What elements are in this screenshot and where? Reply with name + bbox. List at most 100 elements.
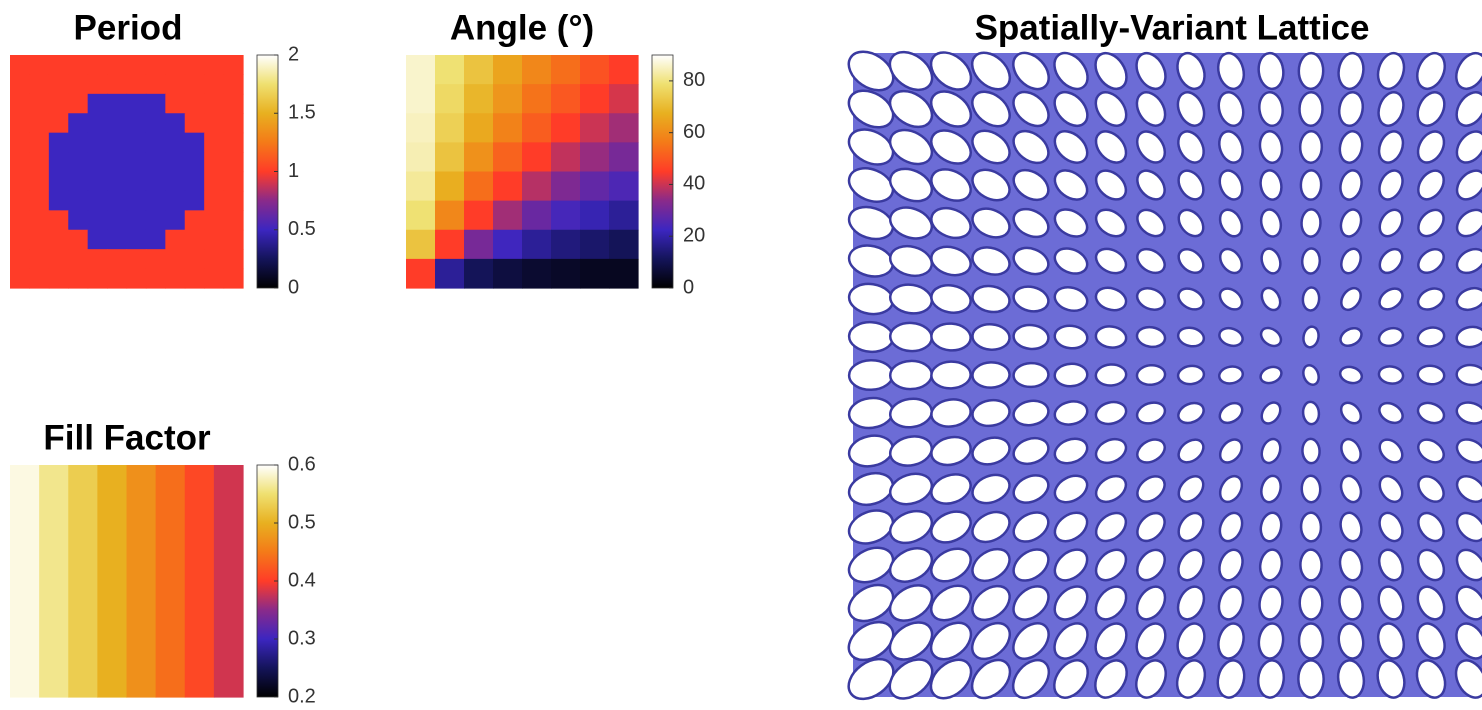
heatmap-cell — [68, 55, 88, 75]
colorbar-tick-label: 0 — [288, 276, 299, 298]
heatmap-cell — [146, 55, 166, 75]
heatmap-cell — [29, 74, 49, 94]
lattice-hole — [1302, 248, 1321, 274]
heatmap-cell — [10, 465, 40, 698]
heatmap-cell — [224, 249, 244, 269]
heatmap-cell — [68, 191, 88, 211]
heatmap-cell — [10, 210, 30, 230]
heatmap-cell — [107, 74, 127, 94]
heatmap-cell — [68, 465, 98, 698]
heatmap-cell — [107, 269, 127, 289]
heatmap-cell — [88, 55, 108, 75]
heatmap-cell — [522, 259, 552, 289]
heatmap-cell — [29, 133, 49, 153]
heatmap-cell — [127, 74, 147, 94]
heatmap-cell — [185, 133, 205, 153]
heatmap-cell — [127, 191, 147, 211]
colorbar-tick-label: 0.5 — [288, 218, 316, 240]
heatmap-cell — [204, 152, 224, 172]
heatmap-cell — [435, 113, 465, 143]
heatmap-cell — [10, 94, 30, 114]
heatmap-cell — [185, 249, 205, 269]
heatmap-cell — [49, 113, 69, 133]
heatmap-cell — [224, 191, 244, 211]
heatmap-cell — [146, 133, 166, 153]
heatmap-cell — [29, 230, 49, 250]
heatmap-cell — [146, 230, 166, 250]
lattice-hole — [1300, 549, 1322, 580]
heatmap-cell — [39, 465, 69, 698]
lattice-hole — [1298, 53, 1323, 89]
lattice-hole — [1299, 586, 1322, 619]
heatmap-cell — [10, 230, 30, 250]
heatmap-cell — [49, 269, 69, 289]
heatmap-cell — [493, 201, 523, 231]
heatmap-cell — [204, 74, 224, 94]
heatmap-cell — [406, 84, 436, 114]
heatmap-cell — [107, 94, 127, 114]
heatmap-cell — [464, 201, 494, 231]
heatmap-cell — [107, 191, 127, 211]
heatmap-cell — [214, 465, 244, 698]
chart-title: Fill Factor — [43, 418, 211, 457]
heatmap-cell — [204, 269, 224, 289]
heatmap-cell — [146, 269, 166, 289]
lattice-hole — [1013, 362, 1049, 387]
heatmap-cell — [29, 152, 49, 172]
heatmap-cell — [609, 230, 639, 260]
heatmap-cell — [88, 94, 108, 114]
heatmap-cell — [165, 210, 185, 230]
heatmap-cell — [609, 259, 639, 289]
heatmap-cell — [522, 172, 552, 202]
heatmap-cell — [10, 269, 30, 289]
heatmap-cell — [185, 465, 215, 698]
heatmap-cell — [107, 55, 127, 75]
heatmap-cell — [493, 230, 523, 260]
heatmap-cell — [464, 55, 494, 85]
heatmap-cell — [185, 94, 205, 114]
heatmap-cell — [68, 113, 88, 133]
heatmap-cell — [88, 210, 108, 230]
heatmap-cell — [127, 465, 157, 698]
heatmap-cell — [156, 465, 186, 698]
heatmap-cell — [10, 172, 30, 192]
heatmap-cell — [551, 142, 581, 172]
colorbar-tick-label: 0.6 — [288, 453, 316, 475]
heatmap-cell — [609, 55, 639, 85]
heatmap-cell — [127, 210, 147, 230]
lattice-hole — [1054, 363, 1088, 387]
heatmap-cell — [464, 172, 494, 202]
heatmap-cell — [165, 269, 185, 289]
heatmap-cell — [493, 113, 523, 143]
heatmap-cell — [127, 172, 147, 192]
colorbar-tick-label: 60 — [683, 121, 705, 143]
heatmap-cell — [146, 191, 166, 211]
lattice-hole — [890, 360, 932, 389]
heatmap-cell — [435, 172, 465, 202]
heatmap-cell — [204, 249, 224, 269]
heatmap-cell — [146, 113, 166, 133]
lattice-hole — [1300, 170, 1321, 200]
chart-title: Angle (°) — [450, 8, 594, 47]
heatmap-cell — [10, 249, 30, 269]
heatmap-cell — [88, 191, 108, 211]
heatmap-cell — [165, 191, 185, 211]
heatmap-cell — [406, 201, 436, 231]
heatmap-cell — [127, 113, 147, 133]
heatmap-cell — [29, 269, 49, 289]
heatmap-cell — [224, 230, 244, 250]
lattice-hole — [1299, 623, 1324, 658]
colorbar-tick-label: 0.5 — [288, 511, 316, 533]
heatmap-cell — [522, 113, 552, 143]
heatmap-cell — [580, 55, 610, 85]
heatmap-cell — [435, 55, 465, 85]
heatmap-cell — [49, 249, 69, 269]
heatmap-cell — [68, 152, 88, 172]
heatmap-cell — [29, 55, 49, 75]
lattice-hole — [1298, 660, 1324, 698]
heatmap-cell — [165, 230, 185, 250]
heatmap-cell — [146, 74, 166, 94]
heatmap-cell — [127, 249, 147, 269]
heatmap-cell — [49, 152, 69, 172]
heatmap-cell — [580, 113, 610, 143]
